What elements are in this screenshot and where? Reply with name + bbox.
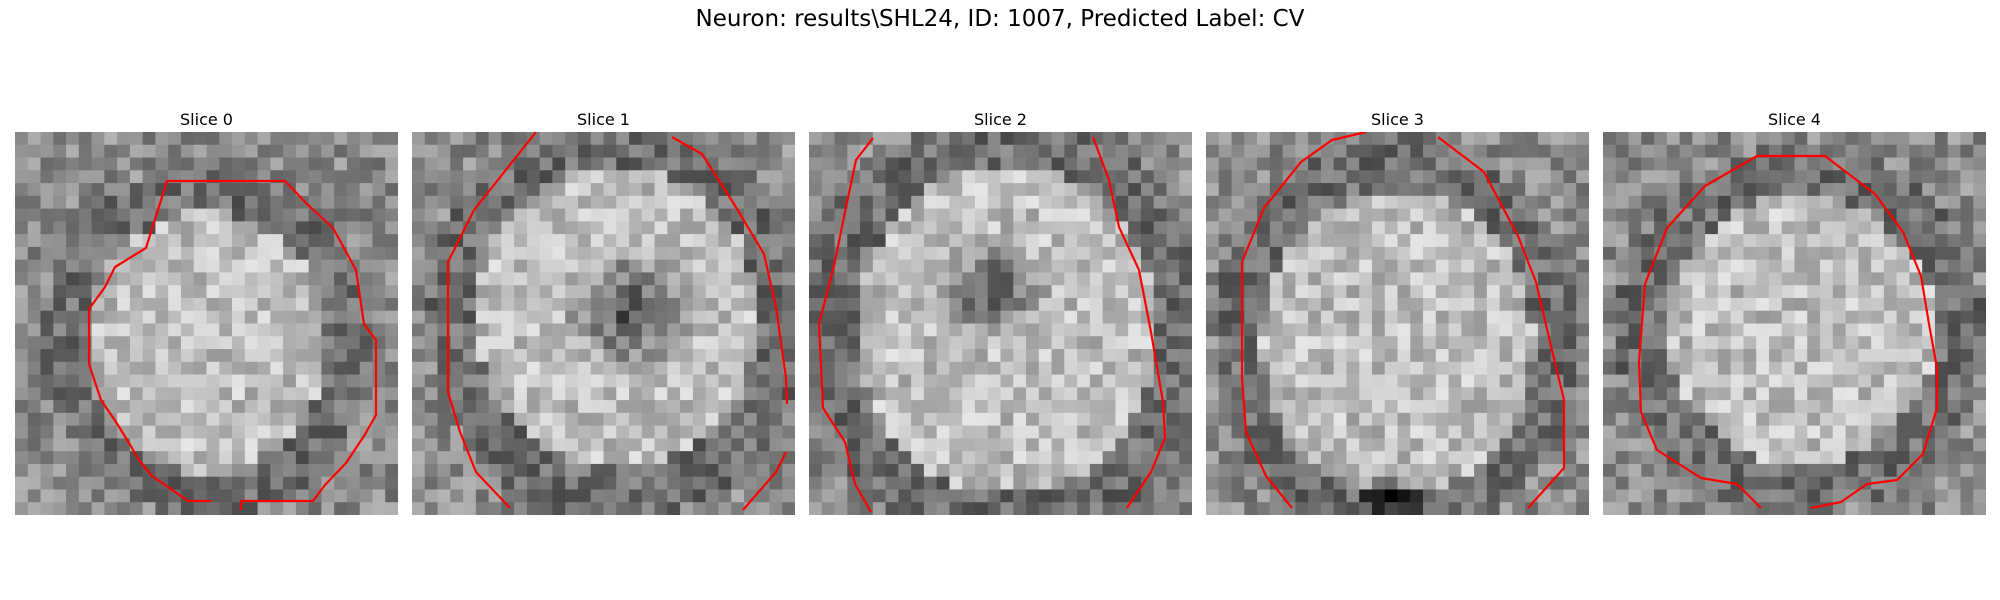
slice-image-0 [15,132,398,515]
contour-line-2b [1091,136,1167,509]
slice-title-2: Slice 2 [974,110,1027,129]
contour-line-1 [446,132,537,509]
slice-title-0: Slice 0 [180,110,233,129]
slice-title-4: Slice 4 [1768,110,1821,129]
slice-pixels-3 [1206,132,1589,515]
slice-pixels-0 [15,132,398,515]
contour-line-4 [1637,154,1939,510]
slice-pixels-1 [412,132,795,515]
slice-panel-1: Slice 1 [412,108,795,515]
contour-line-1b [671,136,789,405]
slice-pixels-2 [809,132,1192,515]
slice-panel-0: Slice 0 [15,108,398,515]
slice-image-1 [412,132,795,515]
contour-line-3b [1437,136,1566,509]
contour-line-1c [742,451,787,511]
slice-title-3: Slice 3 [1371,110,1424,129]
slice-panel-2: Slice 2 [809,108,1192,515]
slice-pixels-4 [1603,132,1986,515]
figure-title: Neuron: results\SHL24, ID: 1007, Predict… [695,6,1305,32]
slice-image-4 [1603,132,1986,515]
slice-title-1: Slice 1 [577,110,630,129]
contour-line-0 [87,179,378,510]
slice-panel-3: Slice 3 [1206,108,1589,515]
contour-line-3 [1240,132,1367,509]
slice-image-2 [809,132,1192,515]
slice-image-3 [1206,132,1589,515]
slice-panel-4: Slice 4 [1603,108,1986,515]
contour-line-2 [817,137,874,513]
